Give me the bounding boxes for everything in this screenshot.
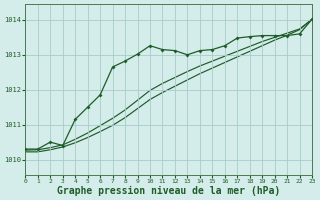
X-axis label: Graphe pression niveau de la mer (hPa): Graphe pression niveau de la mer (hPa) bbox=[57, 186, 280, 196]
